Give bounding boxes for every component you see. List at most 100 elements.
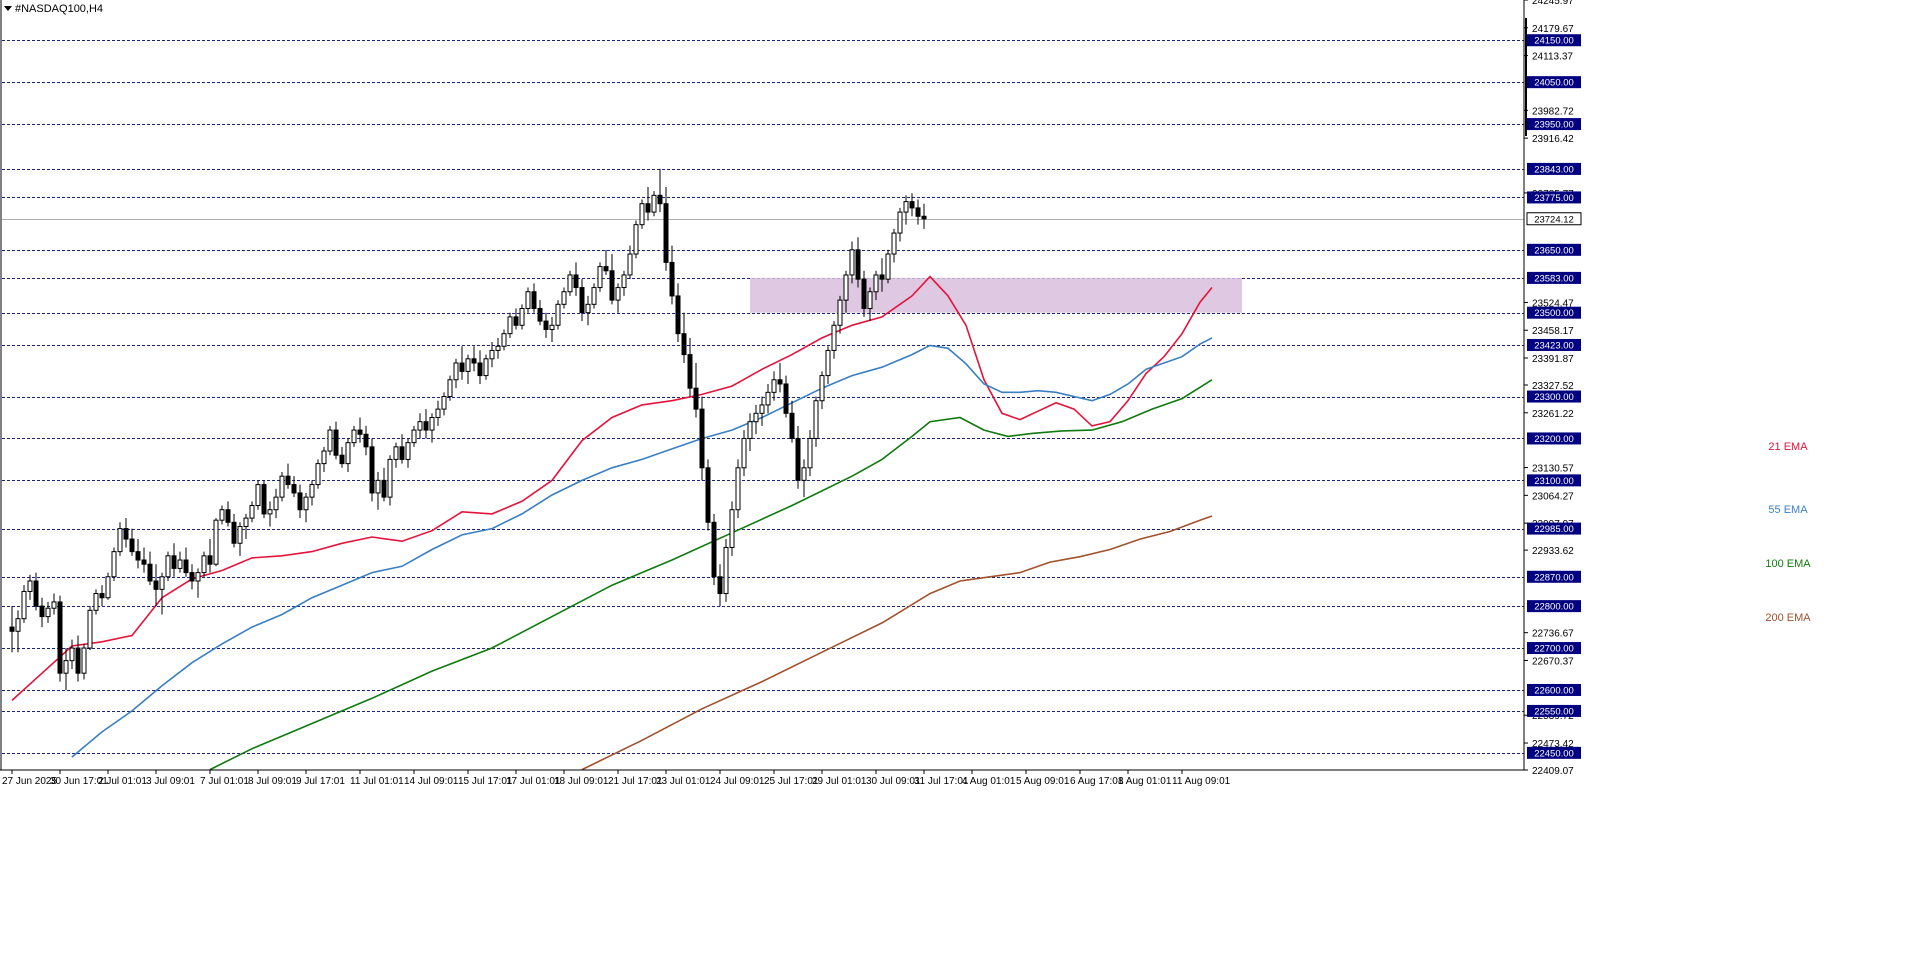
candle-body[interactable] [183,559,189,574]
candle-body[interactable] [729,509,735,548]
candle-body[interactable] [909,201,915,209]
candle-body[interactable] [303,496,309,511]
candle-body[interactable] [537,308,543,322]
candle-body[interactable] [681,333,687,356]
candle-body[interactable] [93,593,99,611]
candle-body[interactable] [159,576,165,590]
candle-body[interactable] [417,421,423,431]
candle-body[interactable] [477,362,483,377]
candle-body[interactable] [753,412,759,423]
candle-body[interactable] [705,467,711,523]
candle-body[interactable] [207,555,213,565]
candle-body[interactable] [369,446,375,494]
candle-body[interactable] [429,416,435,431]
candle-body[interactable] [609,270,615,301]
candle-body[interactable] [285,475,291,486]
candle-body[interactable] [855,249,861,280]
candle-body[interactable] [387,458,393,498]
candle-body[interactable] [327,429,333,452]
candle-body[interactable] [801,467,807,481]
ema-line[interactable] [209,379,1213,771]
candle-body[interactable] [393,446,399,460]
candle-body[interactable] [297,492,303,511]
candle-body[interactable] [513,316,519,326]
candle-body[interactable] [645,203,651,213]
candle-body[interactable] [525,291,531,310]
candle-body[interactable] [789,412,795,439]
candle-body[interactable] [171,555,177,569]
candle-body[interactable] [447,379,453,398]
candle-body[interactable] [837,299,843,326]
candle-body[interactable] [549,324,555,330]
candle-body[interactable] [363,433,369,448]
candle-body[interactable] [165,555,171,578]
candle-body[interactable] [603,266,609,272]
candle-body[interactable] [885,253,891,280]
candle-body[interactable] [663,203,669,263]
candle-body[interactable] [591,287,597,305]
candle-body[interactable] [615,287,621,301]
candle-body[interactable] [657,194,663,205]
candle-body[interactable] [675,295,681,335]
candle-body[interactable] [135,551,141,561]
candle-body[interactable] [375,479,381,494]
candle-body[interactable] [111,551,117,578]
candle-body[interactable] [807,437,813,469]
candle-body[interactable] [9,626,15,632]
candle-body[interactable] [687,354,693,389]
candle-body[interactable] [723,546,729,595]
candle-body[interactable] [177,559,183,569]
zone-rectangle[interactable] [750,277,1242,313]
candle-body[interactable] [633,224,639,255]
candle-body[interactable] [861,278,867,310]
candle-body[interactable] [669,261,675,297]
candle-body[interactable] [195,572,201,582]
candle-body[interactable] [105,576,111,599]
candle-body[interactable] [579,287,585,314]
candle-body[interactable] [189,572,195,582]
candle-body[interactable] [471,358,477,364]
candle-body[interactable] [255,484,261,507]
candle-body[interactable] [273,496,279,511]
candle-body[interactable] [849,249,855,276]
candle-body[interactable] [465,358,471,372]
candle-body[interactable] [381,479,387,498]
candle-body[interactable] [795,437,801,481]
candle-body[interactable] [831,324,837,351]
candle-body[interactable] [345,442,351,465]
candle-body[interactable] [501,333,507,347]
candle-body[interactable] [423,421,429,431]
candle-body[interactable] [489,349,495,360]
candle-body[interactable] [879,274,885,280]
candle-body[interactable] [75,647,81,674]
candle-body[interactable] [735,467,741,511]
candle-body[interactable] [819,375,825,402]
candle-body[interactable] [873,274,879,293]
dropdown-arrow-icon[interactable] [4,6,12,11]
candle-body[interactable] [897,211,903,234]
candle-body[interactable] [759,404,765,414]
candle-body[interactable] [243,517,249,527]
candle-body[interactable] [87,609,93,649]
candle-body[interactable] [99,593,105,599]
candle-body[interactable] [921,215,927,220]
candle-body[interactable] [399,446,405,460]
candle-body[interactable] [543,320,549,330]
candle-body[interactable] [81,647,87,674]
ema-line[interactable] [11,275,1213,701]
candle-body[interactable] [309,484,315,498]
candle-body[interactable] [117,528,123,553]
candle-body[interactable] [621,274,627,289]
candle-body[interactable] [699,408,705,469]
candle-body[interactable] [63,660,69,674]
candle-body[interactable] [507,316,513,335]
candle-body[interactable] [639,203,645,226]
candle-body[interactable] [213,519,219,565]
candle-body[interactable] [339,454,345,465]
candle-body[interactable] [813,400,819,439]
candle-body[interactable] [651,194,657,213]
candle-body[interactable] [291,484,297,494]
candle-body[interactable] [453,362,459,381]
candle-body[interactable] [147,563,153,582]
